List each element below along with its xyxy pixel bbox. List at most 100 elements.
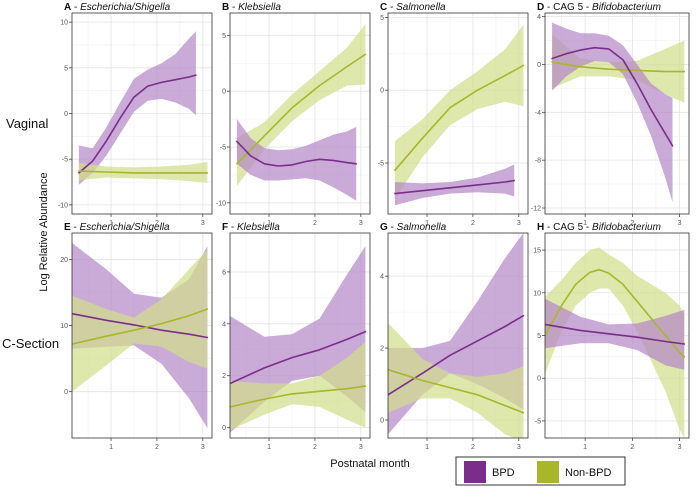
x-tick-label: 1 <box>109 220 113 227</box>
x-axis-label: Postnatal month <box>330 458 410 470</box>
line-bpd <box>545 323 686 345</box>
line-non-bpd <box>545 268 686 358</box>
x-tick-label: 3 <box>359 220 363 227</box>
y-tick-label: 0 <box>64 389 68 396</box>
x-tick-label: 3 <box>678 220 682 227</box>
panel-h-series <box>545 247 686 438</box>
row-label-vaginal: Vaginal <box>6 116 49 131</box>
panel-organism: Klebsiella <box>238 2 281 13</box>
panel-g: 1 2 3 0 2 4 G - Salmonella <box>380 222 529 451</box>
x-tick-label: 1 <box>583 220 587 227</box>
y-tick-label: 4 <box>537 14 541 21</box>
y-tick-label: -10 <box>216 200 226 207</box>
ribbon-non-bpd <box>388 322 524 438</box>
panel-a: 1 2 3 -10 -5 0 5 10 A - Escherichia/Shigella <box>58 2 213 227</box>
legend-swatch-non-bpd <box>537 461 559 483</box>
panel-e: 1 2 3 0 10 20 E - Escherichia/Shigella <box>60 222 213 451</box>
panel-separator: - <box>387 2 396 13</box>
y-tick-label: 0 <box>380 418 384 425</box>
x-tick-label: 3 <box>201 220 205 227</box>
panel-organism: Salmonella <box>397 222 447 233</box>
y-tick-label: -5 <box>62 157 68 164</box>
panel-f-border <box>229 232 371 439</box>
y-tick-label: 0 <box>222 89 226 96</box>
panel-letter: C <box>380 2 387 13</box>
panel-letter: G <box>380 222 388 233</box>
y-tick-label: 0 <box>380 88 384 95</box>
panel-organism: Salmonella <box>396 2 446 13</box>
panel-separator: - <box>228 222 237 233</box>
panel-organism: Bifidobacterium <box>592 222 661 233</box>
legend: BPD Non-BPD <box>455 456 626 486</box>
ribbon-non-bpd <box>230 342 366 431</box>
row-label-c-section: C-Section <box>2 336 59 351</box>
panel-d: 1 2 3 -12 -8 -4 0 4D - CAG 5 - Bifidobacterium <box>531 2 690 227</box>
x-tick-label: 3 <box>359 444 363 451</box>
x-tick-label: 2 <box>155 444 159 451</box>
y-tick-label: 5 <box>380 15 384 22</box>
line-bpd <box>394 179 516 195</box>
panel-d-series <box>551 22 686 202</box>
ribbon-non-bpd <box>72 249 208 392</box>
y-tick-label: -10 <box>58 202 68 209</box>
panel-h: 1 2 3 -5 0 5 10 15 H - CAG 5 - Bifidobacterium <box>533 222 690 451</box>
panel-a-series <box>78 31 209 185</box>
panel-f: 1 2 3 0 2 4 6 F - Klebsiella <box>222 222 371 451</box>
panel-e-border <box>71 232 213 439</box>
panel-g-title: G - Salmonella <box>380 222 447 233</box>
x-tick-label: 1 <box>425 220 429 227</box>
panel-letter: A <box>64 2 71 13</box>
legend-swatch-bpd <box>464 461 486 483</box>
y-tick-label: -4 <box>535 110 541 117</box>
panel-c: 1 2 3 -5 0 5 C - Salmonella <box>378 2 529 227</box>
line-non-bpd <box>72 308 209 345</box>
x-tick-label: 1 <box>425 444 429 451</box>
x-tick-label: 1 <box>267 220 271 227</box>
ribbon-non-bpd <box>545 247 685 438</box>
y-tick-label: -8 <box>535 158 541 165</box>
panel-letter: D <box>537 2 544 13</box>
y-axis-label: Log Relative Abundance <box>38 172 50 291</box>
panel-f-title: F - Klebsiella <box>222 222 280 233</box>
panel-c-border <box>387 12 529 215</box>
panel-b-series <box>236 24 367 201</box>
line-non-bpd <box>78 170 209 174</box>
panel-b-border <box>229 12 371 215</box>
y-tick-label: 4 <box>380 274 384 281</box>
line-bpd <box>230 330 367 385</box>
panel-c-title: C - Salmonella <box>380 2 446 13</box>
y-tick-label: 5 <box>537 333 541 340</box>
x-tick-label: 2 <box>630 444 634 451</box>
line-bpd <box>388 314 525 396</box>
ribbon-bpd <box>394 164 515 206</box>
x-tick-label: 3 <box>678 444 682 451</box>
panel-separator: - <box>229 2 238 13</box>
x-tick-label: 1 <box>583 444 587 451</box>
y-tick-label: 0 <box>222 425 226 432</box>
y-tick-label: -5 <box>378 161 384 168</box>
line-non-bpd <box>388 368 525 414</box>
line-non-bpd <box>551 61 686 73</box>
x-tick-label: 3 <box>201 444 205 451</box>
panel-d-border <box>544 12 690 215</box>
x-tick-label: 2 <box>471 444 475 451</box>
panel-g-series <box>388 233 525 438</box>
y-tick-label: 10 <box>533 290 541 297</box>
x-tick-label: 2 <box>630 220 634 227</box>
ribbon-bpd <box>552 22 673 202</box>
panel-letter: E <box>64 222 71 233</box>
panel-separator: - <box>71 2 80 13</box>
line-non-bpd <box>236 53 367 165</box>
panel-e-series <box>72 242 209 429</box>
legend-label-non-bpd: Non-BPD <box>565 467 612 479</box>
y-tick-label: 6 <box>222 269 226 276</box>
x-tick-label: 1 <box>109 444 113 451</box>
panel-separator: - <box>388 222 397 233</box>
y-tick-label: 5 <box>222 33 226 40</box>
y-tick-label: 10 <box>60 20 68 27</box>
x-tick-label: 3 <box>517 444 521 451</box>
x-tick-label: 2 <box>471 220 475 227</box>
